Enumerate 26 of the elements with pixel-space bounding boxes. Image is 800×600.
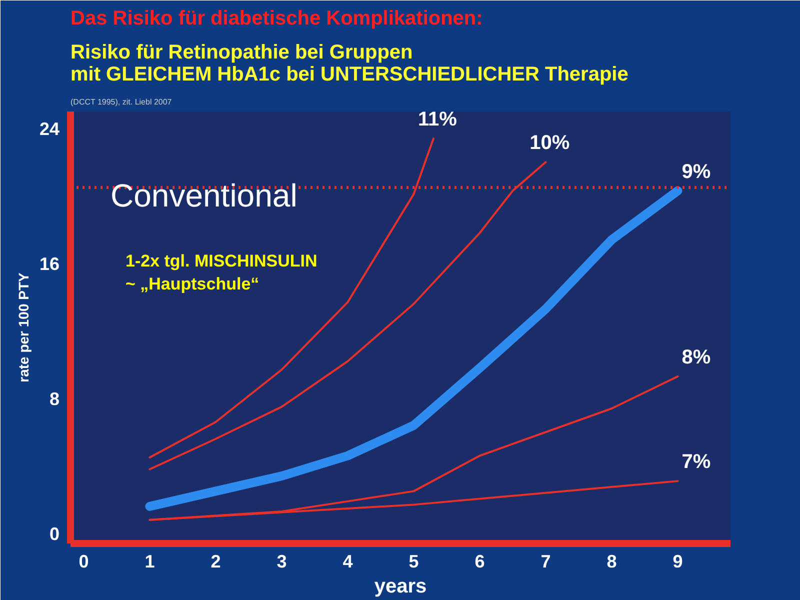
x-tick-label: 2: [210, 552, 221, 572]
x-tick-label: 4: [342, 552, 353, 572]
chart-subtitle: Risiko für Retinopathie bei Gruppen mit GLEICHEM HbA1c bei UNTERSCHIEDLICHER Therapie: [70, 42, 628, 86]
text: (DCCT 1995), zit. Liebl 2007: [70, 98, 172, 106]
y-tick-label: 16: [39, 254, 60, 274]
x-tick-label: 7: [540, 552, 551, 572]
y-tick-label: 8: [49, 388, 60, 409]
x-tick-label: 3: [276, 552, 287, 572]
y-tick-label: 24: [39, 118, 60, 139]
x-tick-label: 8: [606, 552, 617, 572]
series-label: 10%: [530, 132, 570, 154]
x-tick-label: 6: [474, 552, 485, 572]
annotation: Conventional: [110, 178, 298, 214]
x-tick-label: 0: [78, 552, 89, 572]
x-tick-label: 9: [672, 552, 683, 572]
chart-title: Das Risiko für diabetische Komplikationen:: [70, 8, 483, 30]
series-label: 8%: [682, 346, 711, 368]
x-tick-label: 1: [144, 552, 155, 572]
x-tick-label: 5: [408, 552, 419, 572]
series-label: 11%: [418, 108, 458, 130]
series-label: 7%: [682, 451, 711, 474]
y-tick-label: 0: [49, 524, 60, 544]
y-axis-title: rate per 100 PTY: [15, 272, 32, 382]
x-axis-title: years: [374, 576, 427, 598]
annotation: 1-2x tgl. MISCHINSULIN ~ „Hauptschule“: [126, 252, 318, 294]
series-label: 9%: [682, 160, 711, 183]
